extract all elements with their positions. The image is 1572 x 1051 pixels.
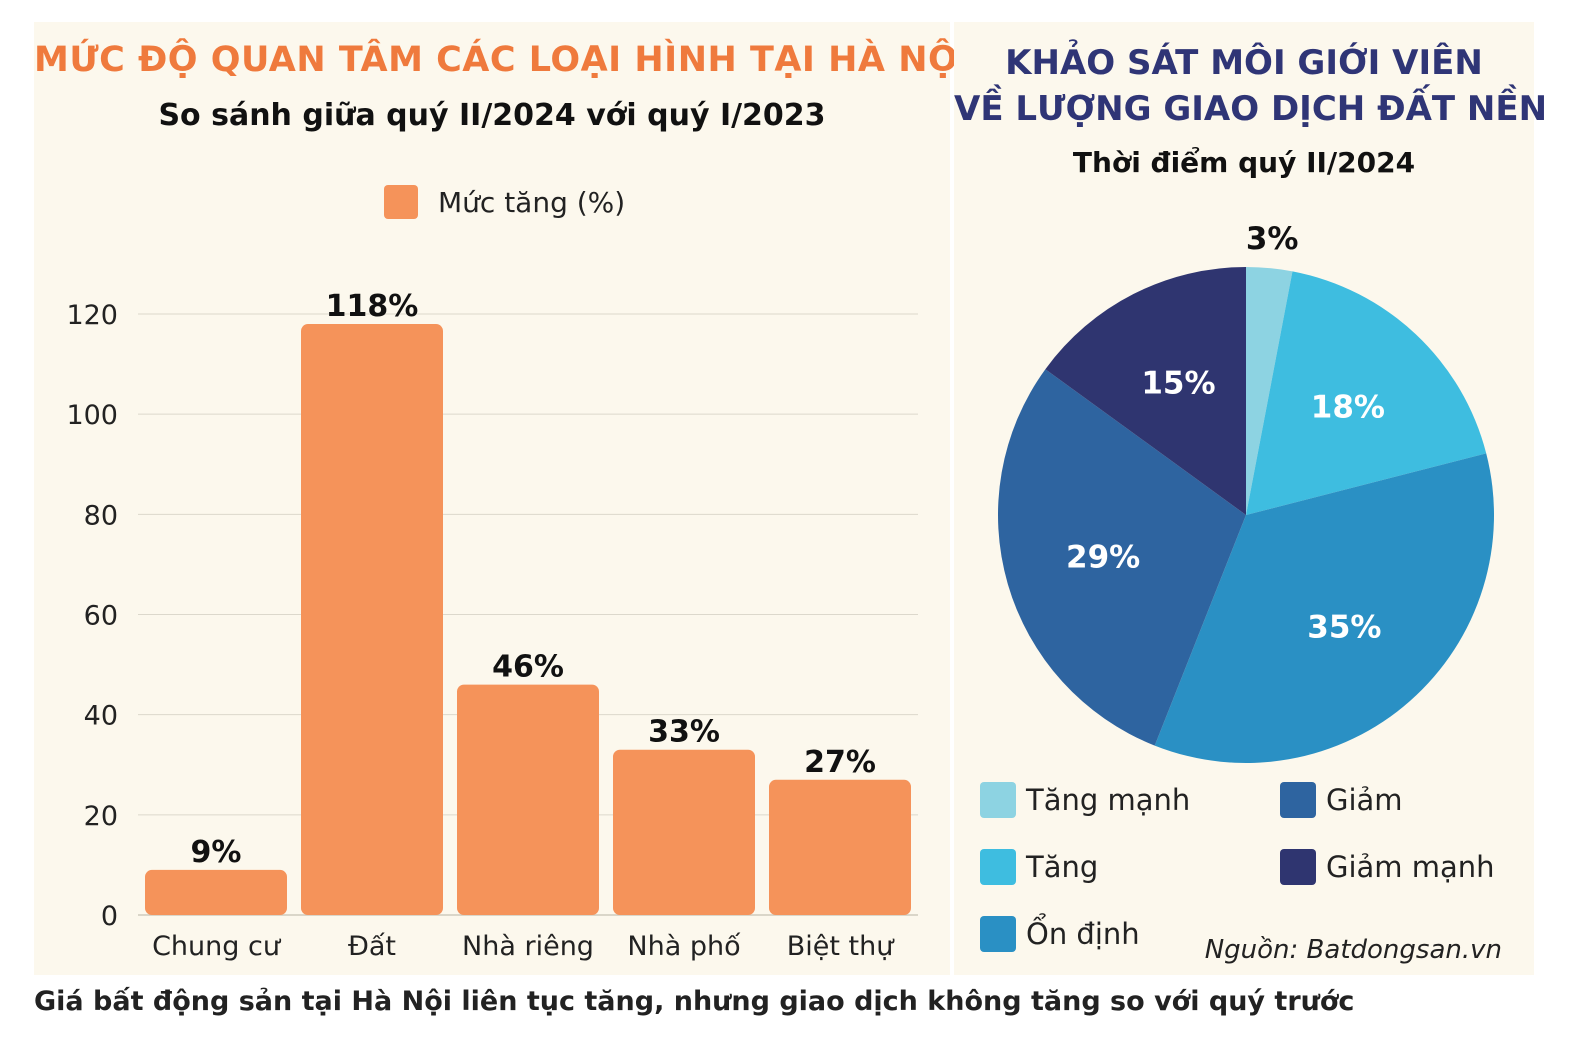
pie-data-label: 29%: [1066, 540, 1140, 576]
y-tick-label: 100: [66, 400, 118, 431]
pie-legend-swatch: [1280, 782, 1316, 818]
pie-legend-label: Tăng: [1026, 850, 1099, 884]
pie-chart-panel: KHẢO SÁT MÔI GIỚI VIÊN VỀ LƯỢNG GIAO DỊC…: [954, 22, 1548, 975]
pie-chart-subtitle: Thời điểm quý II/2024: [1072, 146, 1416, 179]
pie-data-label: 35%: [1307, 610, 1381, 646]
bar-data-label: 46%: [492, 650, 564, 685]
pie-legend-item: Tăng mạnh: [980, 780, 1190, 820]
x-tick-label: Biệt thự: [787, 931, 896, 962]
pie-slice: [998, 369, 1246, 746]
figure-caption: Giá bất động sản tại Hà Nội liên tục tăn…: [34, 986, 1355, 1017]
bar: [145, 869, 287, 915]
x-tick-label: Nhà phố: [627, 931, 741, 962]
bar-data-label: 118%: [326, 289, 419, 324]
pie-slice: [1246, 271, 1487, 515]
bar: [301, 324, 443, 915]
pie-legend-label: Tăng mạnh: [1026, 783, 1191, 817]
pie-data-label: 3%: [1246, 221, 1299, 257]
pie-legend-label: Giảm mạnh: [1326, 850, 1495, 884]
y-tick-label: 40: [84, 701, 118, 732]
y-tick-label: 20: [84, 801, 118, 832]
y-tick-label: 120: [66, 300, 118, 331]
bar-chart: 0 20 40 60 80 100 120 9% Chung cư 118% Đất 46% Nhà r…: [66, 289, 918, 962]
bar: [613, 749, 755, 915]
bar-data-label: 27%: [804, 745, 876, 780]
pie-legend-swatch: [980, 782, 1016, 818]
bar-chart-title: MỨC ĐỘ QUAN TÂM CÁC LOẠI HÌNH TẠI HÀ NỘI: [34, 40, 972, 80]
pie-data-label: 15%: [1141, 365, 1215, 401]
pie-data-label: 18%: [1311, 390, 1385, 426]
pie-slice: [1154, 453, 1494, 764]
x-tick-label: Đất: [348, 931, 396, 962]
y-tick-label: 80: [84, 500, 118, 531]
legend-swatch: [384, 185, 418, 219]
pie-legend-label: Giảm: [1326, 783, 1403, 817]
pie-slice: [1045, 267, 1246, 515]
bar: [457, 684, 599, 915]
bar: [769, 779, 911, 915]
pie-chart: 3% 18% 35% 29% 15%: [998, 221, 1494, 764]
x-tick-label: Chung cư: [152, 931, 282, 962]
bar-chart-legend: Mức tăng (%): [384, 184, 625, 220]
bar-chart-panel: MỨC ĐỘ QUAN TÂM CÁC LOẠI HÌNH TẠI HÀ NỘI…: [34, 22, 972, 975]
pie-legend-swatch: [980, 916, 1016, 952]
bar-data-label: 33%: [648, 715, 720, 750]
pie-legend-item: Giảm: [1280, 780, 1403, 820]
source-note: Nguồn: Batdongsan.vn: [1204, 935, 1502, 965]
pie-legend-swatch: [980, 849, 1016, 885]
pie-legend-label: Ổn định: [1026, 917, 1140, 951]
y-tick-label: 60: [84, 601, 118, 632]
legend-label: Mức tăng (%): [438, 185, 626, 219]
pie-chart-title: KHẢO SÁT MÔI GIỚI VIÊN VỀ LƯỢNG GIAO DỊC…: [954, 40, 1548, 132]
bar-data-label: 9%: [191, 835, 242, 870]
bar-chart-subtitle: So sánh giữa quý II/2024 với quý I/2023: [158, 98, 826, 133]
x-tick-label: Nhà riêng: [462, 931, 594, 962]
pie-chart-title-line2: VỀ LƯỢNG GIAO DỊCH ĐẤT NỀN: [954, 89, 1548, 129]
pie-slice: [1246, 267, 1293, 515]
pie-legend-item: Tăng: [980, 847, 1098, 887]
pie-legend-item: Giảm mạnh: [1280, 847, 1495, 887]
pie-chart-title-line1: KHẢO SÁT MÔI GIỚI VIÊN: [1005, 43, 1483, 83]
pie-legend-item: Ổn định: [980, 914, 1140, 954]
pie-legend-swatch: [1280, 849, 1316, 885]
y-tick-label: 0: [101, 901, 118, 932]
